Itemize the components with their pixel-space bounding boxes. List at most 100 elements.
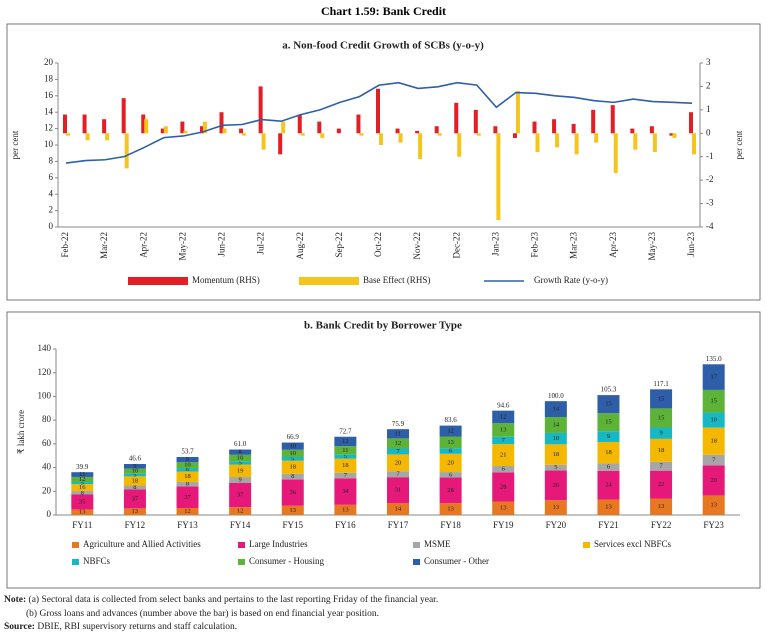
x-tick-label: FY18 [440, 520, 461, 530]
bar [219, 112, 224, 134]
segment-label: 14 [553, 406, 560, 413]
x-tick-label: Sep-22 [334, 232, 344, 258]
segment-label: 10 [290, 450, 297, 457]
x-tick-label: FY16 [335, 520, 356, 530]
y2-tick-label: 0 [706, 127, 711, 137]
bar [63, 114, 67, 134]
bar-segment [281, 449, 304, 458]
note-line: (b) Gross loans and advances (number abo… [4, 608, 438, 622]
segment-label: 5 [554, 464, 557, 471]
segment-label: 28 [500, 483, 507, 490]
segment-label: 6 [607, 464, 611, 471]
legend-label: Agriculture and Allied Activities [83, 539, 201, 549]
segment-label: 31 [395, 487, 402, 494]
bar [649, 126, 654, 134]
bar [555, 133, 560, 148]
segment-label: 37 [237, 492, 244, 499]
segment-label: 8 [186, 481, 189, 488]
segment-label: 10 [553, 435, 560, 442]
x-tick-label: FY17 [388, 520, 409, 530]
segment-label: 13 [447, 506, 454, 513]
segment-label: 6 [449, 471, 453, 478]
bar-segment [544, 401, 567, 418]
source-line: Source: DBIE, RBI supervisory returns an… [4, 621, 438, 635]
segment-label: 9 [607, 433, 610, 440]
segment-label: 8 [239, 449, 242, 456]
bar-segment [387, 448, 409, 455]
x-tick-label: FY21 [598, 520, 619, 530]
bar [652, 133, 657, 153]
bar-segment [439, 425, 462, 437]
bar-segment [123, 489, 146, 509]
line [65, 81, 693, 164]
x-tick-label: May-22 [177, 232, 187, 261]
segment-label: 7 [502, 437, 506, 444]
bar-segment [281, 460, 304, 474]
legend-label: Base Effect (RHS) [363, 275, 430, 285]
y2-tick-label: -4 [706, 221, 714, 231]
bar-segment [597, 499, 620, 515]
segment-label: 6 [449, 448, 453, 455]
total-label: 94.6 [497, 401, 510, 409]
bar [594, 133, 599, 143]
bar [300, 133, 305, 136]
bar-segment [176, 457, 199, 463]
y-axis-label: ₹ lakh crore [16, 410, 26, 454]
y-tick-label: 20 [42, 485, 52, 495]
segment-label: 8 [81, 489, 84, 496]
bar [457, 133, 462, 157]
bar-segment [387, 471, 409, 478]
bar-segment [71, 476, 94, 483]
chart-title: b. Bank Credit by Borrower Type [304, 320, 462, 332]
x-tick-label: May-23 [647, 232, 657, 261]
bar [144, 119, 149, 134]
bar [692, 133, 696, 155]
bar [493, 126, 498, 134]
bar-segment [492, 472, 515, 502]
total-label: 117.1 [653, 380, 669, 388]
bar-segment [334, 478, 357, 505]
segment-label: 13 [710, 502, 717, 509]
bar-segment [123, 473, 146, 477]
bar-segment [334, 436, 357, 447]
bar-segment [71, 482, 94, 485]
segment-label: 13 [79, 509, 86, 516]
bar [672, 133, 677, 138]
segment-label: 20 [395, 459, 402, 466]
bar-segment [650, 438, 673, 462]
bar [222, 128, 227, 134]
bar-segment [176, 486, 199, 509]
bar [633, 133, 638, 150]
bar [66, 133, 70, 136]
x-tick-label: Jun-22 [217, 232, 227, 257]
segment-label: 12 [184, 508, 191, 515]
segment-label: 21 [500, 452, 507, 459]
bar-segment [281, 473, 304, 480]
bar [85, 133, 90, 141]
y2-tick-label: -1 [706, 151, 714, 161]
y-axis-label: per cent [10, 130, 20, 159]
bar [415, 130, 420, 134]
bar [141, 114, 146, 134]
bar-segment [281, 479, 304, 506]
total-label: 100.0 [548, 392, 564, 400]
segment-label: 18 [342, 462, 349, 469]
segment-label: 13 [500, 505, 507, 512]
bar [183, 130, 188, 134]
y-tick-label: 14 [44, 106, 54, 116]
panel-frame [6, 23, 761, 301]
bar [515, 91, 520, 134]
segment-label: 12 [500, 413, 507, 420]
bar [281, 121, 286, 134]
bar [418, 133, 423, 160]
segment-label: 10 [237, 455, 244, 462]
segment-label: 11 [395, 430, 401, 437]
bar [496, 133, 501, 220]
segment-label: 16 [79, 484, 86, 491]
x-tick-label: Jan-23 [490, 232, 500, 256]
bar [552, 119, 557, 134]
total-label: 135.0 [706, 355, 722, 363]
bar [317, 121, 322, 134]
legend-swatch [413, 542, 420, 548]
bar-segment [439, 503, 462, 515]
